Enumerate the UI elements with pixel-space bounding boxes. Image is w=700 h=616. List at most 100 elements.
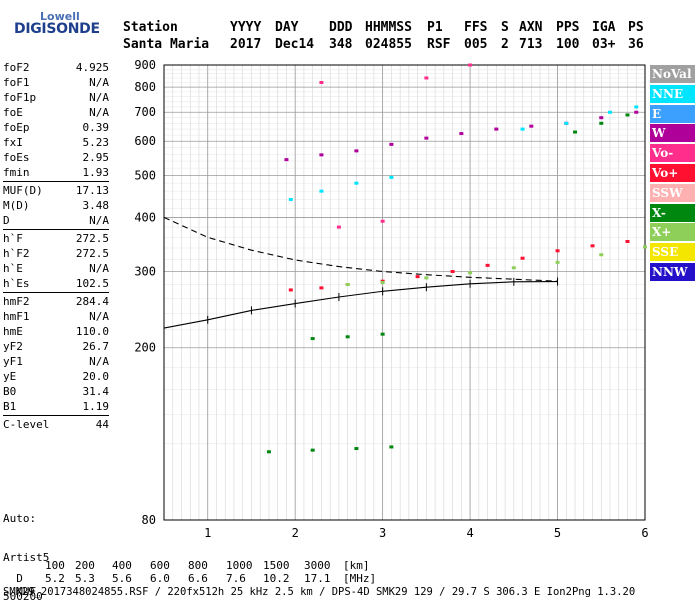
param-row: fmin 1.93	[3, 165, 109, 180]
param-name: h`F2	[3, 247, 30, 260]
echo-point	[380, 280, 385, 284]
param-value: N/A	[89, 355, 109, 368]
param-name: yF1	[3, 355, 23, 368]
distance-value: 200	[75, 559, 95, 572]
echo-point	[599, 253, 604, 257]
echo-point	[468, 63, 473, 67]
param-row: hmF2 284.4	[3, 294, 109, 309]
echo-point	[319, 189, 324, 193]
header-val-ddd: 348	[329, 37, 353, 52]
param-value: 0.39	[82, 121, 110, 134]
param-value: 272.5	[75, 247, 109, 260]
parameter-panel: foF2 4.925 foF1 N/A foF1p N/A foE N/A foEp 0.39 fx…	[3, 60, 109, 432]
distance-value: 1000	[226, 559, 253, 572]
echo-point	[389, 175, 394, 179]
param-value: 284.4	[75, 295, 109, 308]
param-value: 20.0	[82, 370, 110, 383]
x-tick-label: 1	[204, 526, 211, 540]
param-name: hmF2	[3, 295, 30, 308]
param-name: foF1p	[3, 91, 37, 104]
profile-line	[163, 281, 558, 329]
param-value: 4.925	[75, 61, 109, 74]
legend: NoVal NNE E W Vo- Vo+ SSW X- X+ SSE NNW	[650, 65, 695, 283]
echo-point	[599, 121, 604, 125]
param-row: M(D) 3.48	[3, 198, 109, 213]
header-val-ffs: 005	[464, 37, 488, 52]
echo-point	[354, 181, 359, 185]
header-col-hhmmss: HHMMSS	[365, 20, 412, 35]
param-name: C-level	[3, 418, 50, 431]
header-val-p1: RSF	[427, 37, 451, 52]
echo-point	[310, 337, 315, 341]
legend-item: NoVal	[650, 65, 695, 83]
echo-point	[450, 270, 455, 274]
muf-value: 5.2	[45, 572, 65, 585]
x-tick-label: 6	[641, 526, 648, 540]
echo-point	[555, 249, 560, 253]
param-value: 3.48	[82, 199, 110, 212]
echo-point	[424, 136, 429, 140]
param-name: hmE	[3, 325, 23, 338]
param-name: yE	[3, 370, 17, 383]
param-value: 272.5	[75, 232, 109, 245]
param-row: foE N/A	[3, 105, 109, 120]
param-row: hmE 110.0	[3, 324, 109, 339]
param-row: yF2 26.7	[3, 339, 109, 354]
distance-label: D	[16, 572, 23, 585]
param-value: 44	[95, 418, 109, 431]
param-value: 5.23	[82, 136, 110, 149]
distance-value: 600	[150, 559, 170, 572]
param-separator	[3, 181, 109, 182]
param-row: foF1 N/A	[3, 75, 109, 90]
param-value: 17.13	[75, 184, 109, 197]
header-col-yyyy: YYYY	[230, 20, 262, 35]
param-row: h`Es 102.5	[3, 276, 109, 291]
x-tick-label: 5	[554, 526, 561, 540]
param-name: B0	[3, 385, 17, 398]
param-row: D N/A	[3, 213, 109, 228]
y-tick-label: 400	[134, 210, 156, 224]
distance-value: 3000	[304, 559, 331, 572]
param-value: N/A	[89, 106, 109, 119]
echo-point	[389, 445, 394, 449]
legend-item: X-	[650, 203, 695, 222]
dashed-line	[163, 216, 558, 282]
legend-item: NNW	[650, 262, 695, 281]
echo-point	[520, 127, 525, 131]
param-row: yE 20.0	[3, 369, 109, 384]
param-row: fxI 5.23	[3, 135, 109, 150]
muf-row: MUF	[3, 572, 36, 598]
param-name: h`F	[3, 232, 23, 245]
distance-row: D	[3, 559, 23, 585]
echo-point	[625, 239, 630, 243]
header-col-day: DAY	[275, 20, 299, 35]
header-val-pps: 100	[556, 37, 580, 52]
distance-value: 1500	[263, 559, 290, 572]
x-tick-label: 3	[379, 526, 386, 540]
echo-point	[625, 113, 630, 117]
legend-item: X+	[650, 223, 695, 242]
muf-value: 5.3	[75, 572, 95, 585]
echo-point	[345, 335, 350, 339]
param-row: foF2 4.925	[3, 60, 109, 75]
echo-point	[310, 448, 315, 452]
echo-point	[590, 244, 595, 248]
param-name: fmin	[3, 166, 30, 179]
muf-value: 10.2	[263, 572, 290, 585]
echo-point	[494, 127, 499, 131]
x-tick-label: 4	[466, 526, 473, 540]
logo-lowell: Lowell	[40, 10, 80, 23]
y-tick-label: 300	[134, 265, 156, 279]
autoscale-line-2: Artist5	[3, 551, 50, 564]
header-col-iga: IGA	[592, 20, 616, 35]
legend-item: SSE	[650, 243, 695, 262]
param-name: foEs	[3, 151, 30, 164]
param-value: 1.19	[82, 400, 110, 413]
legend-item: W	[650, 124, 695, 143]
distance-unit: [km]	[343, 559, 370, 572]
distance-value: 800	[188, 559, 208, 572]
echo-point	[555, 260, 560, 264]
param-value: 2.95	[82, 151, 110, 164]
muf-value: 6.6	[188, 572, 208, 585]
legend-item: E	[650, 104, 695, 123]
